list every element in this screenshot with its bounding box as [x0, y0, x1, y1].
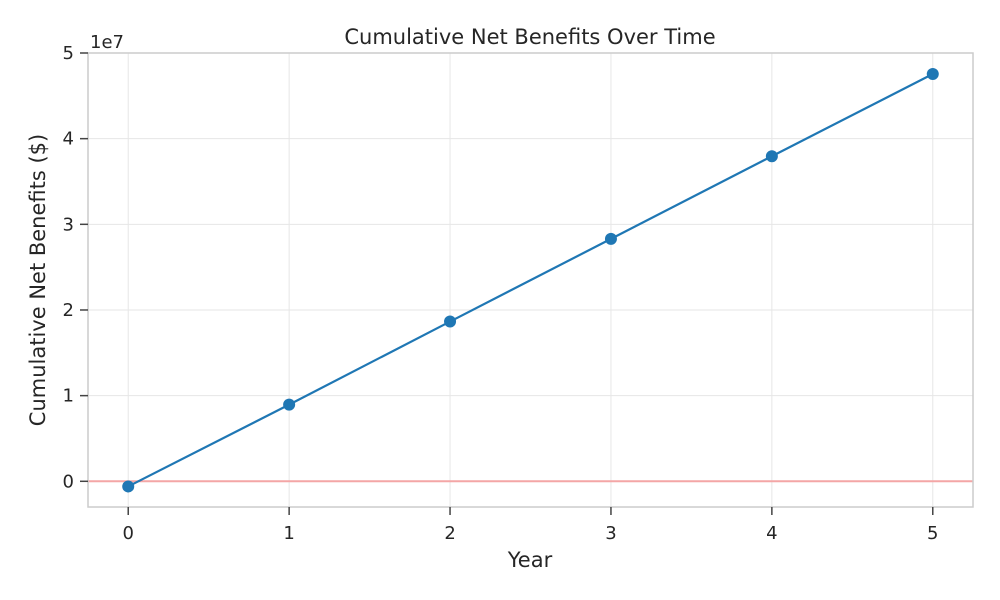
data-point	[926, 67, 939, 80]
x-tick-label: 4	[766, 523, 777, 544]
data-point	[283, 398, 296, 411]
x-tick-label: 1	[283, 523, 294, 544]
data-point	[122, 480, 135, 493]
x-tick-label: 3	[605, 523, 616, 544]
series-line	[127, 73, 934, 488]
plot-frame	[87, 52, 974, 508]
y-tick-label: 2	[63, 300, 74, 321]
axes: 0 1 2 3 4 5 0 1 2 3 4 5	[63, 43, 974, 544]
y-tick-label: 0	[63, 471, 74, 492]
y-tick-label: 3	[63, 214, 74, 235]
x-tick-label: 2	[444, 523, 455, 544]
y-tick-label: 5	[63, 43, 74, 64]
chart-title: Cumulative Net Benefits Over Time	[344, 25, 715, 49]
y-tick-label: 4	[63, 129, 74, 150]
x-tick-label: 5	[927, 523, 938, 544]
series-layer	[122, 67, 939, 493]
y-axis-label: Cumulative Net Benefits ($)	[26, 134, 50, 426]
x-axis-label: Year	[507, 548, 553, 572]
data-point	[604, 232, 617, 245]
x-tick-label: 0	[123, 523, 134, 544]
data-point	[765, 150, 778, 163]
data-point	[444, 315, 457, 328]
y-axis-offset-label: 1e7	[90, 32, 124, 53]
y-tick-label: 1	[63, 386, 74, 407]
